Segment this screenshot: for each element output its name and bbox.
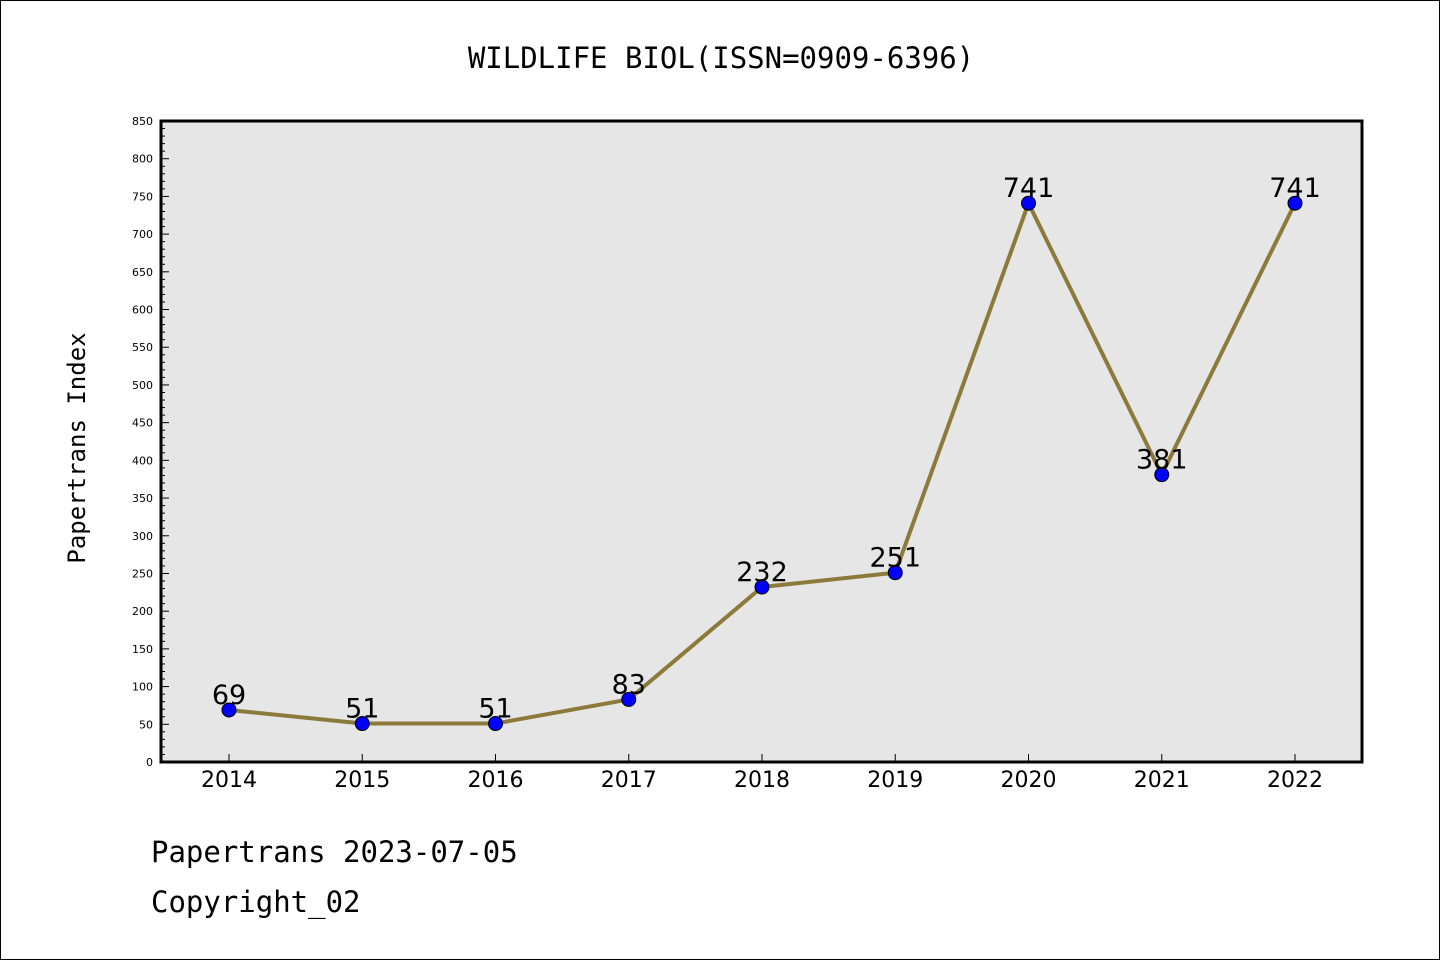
data-label: 381 [1136,445,1188,476]
data-point [621,691,637,707]
y-tick-label: 100 [132,681,153,694]
y-tick-label: 300 [132,530,153,543]
footer-date: Papertrans 2023-07-05 [151,835,518,869]
x-axis: 2014 2015 2016 2017 2018 2019 2020 2021 2022 [201,754,1323,793]
x-tick-label: 2021 [1134,768,1190,793]
data-label: 232 [736,557,788,588]
data-point [1154,467,1170,483]
data-labels: 69 51 51 83 232 251 741 381 741 [212,173,1321,724]
footer-copyright: Copyright_02 [151,885,361,919]
y-tick-label: 650 [132,266,153,279]
x-tick-label: 2017 [601,768,657,793]
data-label: 251 [869,543,921,574]
y-tick-label: 600 [132,304,153,317]
x-tick-label: 2016 [468,768,524,793]
y-tick-label: 700 [132,228,153,241]
y-axis-label: Papertrans Index [63,332,91,563]
y-tick-label: 250 [132,567,153,580]
data-point [221,702,237,718]
series-markers [221,195,1303,732]
y-tick-label: 800 [132,153,153,166]
data-label: 741 [1269,173,1321,204]
y-tick-label: 500 [132,379,153,392]
data-point [887,565,903,581]
x-tick-label: 2019 [867,768,923,793]
data-point [354,716,370,732]
plot-area [159,119,1364,764]
y-tick-label: 200 [132,605,153,618]
y-tick-label: 350 [132,492,153,505]
x-tick-label: 2020 [1001,768,1057,793]
data-label: 51 [478,694,512,725]
data-point [1021,195,1036,211]
y-tick-label: 750 [132,190,153,203]
x-tick-label: 2018 [734,768,790,793]
y-tick-label: 400 [132,454,153,467]
x-tick-label: 2015 [334,768,390,793]
data-label: 741 [1003,173,1055,204]
data-point [1287,195,1303,211]
y-tick-label: 850 [132,115,153,128]
y-tick-label: 450 [132,417,153,430]
y-tick-label: 0 [146,756,153,769]
data-point [754,579,770,595]
data-point [488,716,503,732]
y-tick-label: 50 [139,718,153,731]
data-label: 69 [212,680,246,711]
x-tick-label: 2014 [201,768,257,793]
data-label: 51 [345,694,379,725]
chart-title: WILDLIFE BIOL(ISSN=0909-6396) [468,41,974,75]
data-label: 83 [612,669,646,700]
y-tick-label: 150 [132,643,153,656]
x-tick-label: 2022 [1267,768,1323,793]
y-axis: 0 50 100 150 200 250 300 350 400 450 500 550 600 650 7… [132,115,169,769]
y-tick-label: 550 [132,341,153,354]
